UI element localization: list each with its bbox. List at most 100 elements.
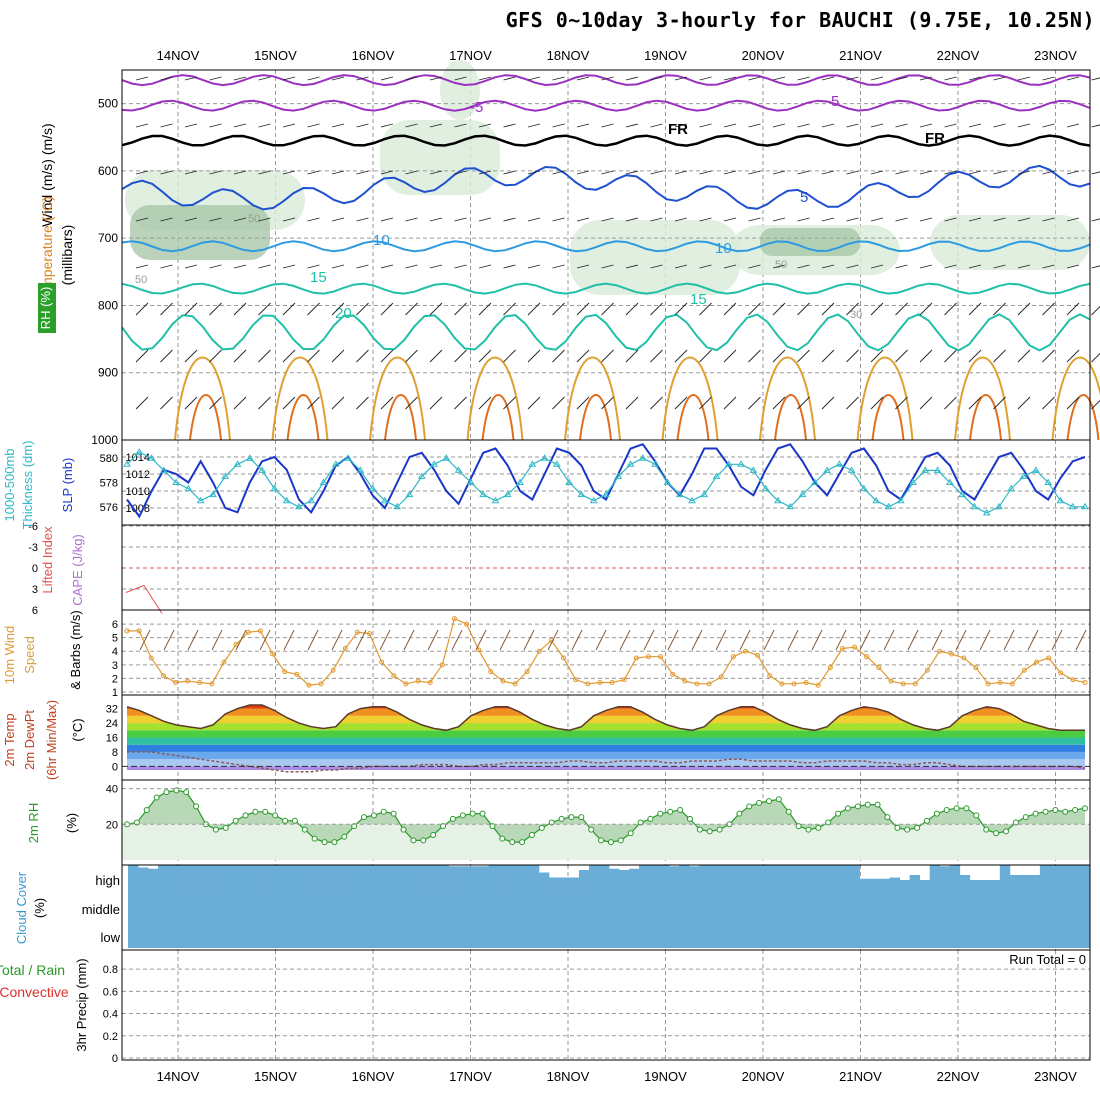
wind-barb	[919, 76, 933, 81]
cloud-high-bar	[388, 865, 399, 890]
rh-point	[835, 810, 842, 817]
wind-barb	[846, 302, 859, 316]
wind-barb	[870, 217, 884, 222]
wind-barb	[895, 217, 908, 222]
cloud-high-bar	[138, 867, 149, 890]
thickness-point	[516, 478, 524, 485]
rh-point	[647, 815, 654, 822]
wind-speed-point	[524, 669, 530, 675]
rh-point	[1022, 814, 1029, 821]
wind-tick: 1	[112, 687, 118, 699]
surface-temp-contour	[286, 394, 320, 441]
temp-2m-line	[126, 704, 1085, 732]
thickness-line	[126, 451, 1085, 514]
wind-barb	[184, 170, 198, 175]
wind-speed-point	[354, 629, 360, 635]
wind-barb	[797, 217, 810, 222]
wind-barb	[993, 302, 1006, 316]
wind-barb	[674, 264, 688, 269]
wind-barb	[1042, 123, 1055, 128]
rh-point	[874, 801, 881, 808]
wind-barb	[797, 264, 810, 269]
wind-barb	[601, 76, 614, 81]
wind-barb	[184, 123, 198, 128]
thickness-point	[847, 466, 856, 473]
thickness-point	[823, 466, 831, 473]
cloud-high-bar	[348, 865, 359, 890]
wind-barb	[429, 264, 443, 269]
cloud-high-bar	[689, 866, 700, 890]
wind-barb	[209, 217, 222, 222]
wind-barb	[993, 217, 1006, 222]
thickness-point	[872, 496, 881, 504]
cloud-high-bar	[829, 865, 840, 890]
wind-barb	[1091, 218, 1100, 222]
rh-point	[459, 812, 466, 819]
cloud-high-bar	[659, 865, 670, 890]
wind-barb	[1017, 123, 1031, 128]
wind-barb	[331, 170, 345, 175]
wind-barb	[282, 217, 296, 222]
wind-speed-point	[924, 667, 930, 673]
rh-point	[795, 823, 802, 830]
isotherm-FR	[121, 134, 1091, 147]
wind-barb	[821, 396, 835, 410]
wind-speed-point	[827, 665, 833, 671]
wind-barb-10m	[499, 629, 511, 651]
wind-barb	[797, 123, 810, 128]
wind-barb-10m	[595, 629, 607, 651]
wind-barb	[1066, 264, 1080, 269]
rh-point	[607, 839, 614, 846]
wind-barb-10m	[571, 629, 583, 651]
wind-barb-10m	[643, 629, 655, 651]
pressure-tick: 800	[98, 298, 118, 312]
wind-speed-point	[306, 682, 312, 688]
wind-barb	[797, 170, 810, 175]
contour-label: 15	[310, 269, 327, 286]
wind-barb	[625, 349, 639, 363]
rh-point	[765, 798, 772, 805]
thickness-point	[946, 478, 954, 485]
thickness-point	[540, 454, 549, 461]
cloud-high-bar	[258, 865, 269, 890]
cloud-high-bar	[1069, 865, 1081, 890]
wind-speed-point	[961, 655, 967, 661]
wind-speed-point	[233, 641, 239, 647]
wind-speed-point	[718, 674, 724, 680]
wind-barb	[1066, 396, 1080, 410]
temp-band	[127, 715, 1085, 724]
wind-barb	[356, 123, 369, 128]
thickness-point	[602, 490, 610, 498]
wind-barb	[870, 264, 884, 269]
wind-barb-10m	[931, 629, 943, 651]
thickness-tick: 578	[100, 478, 118, 490]
wind-barb	[797, 76, 810, 81]
wind-speed-point	[136, 628, 142, 634]
wind-barb	[331, 302, 345, 316]
wind-barb	[821, 264, 835, 269]
cloud-high-bar	[789, 865, 800, 890]
cloud-high-bar	[538, 872, 550, 890]
pressure-tick: 700	[98, 231, 118, 245]
thickness-point	[663, 478, 672, 485]
cloud-high-bar	[278, 865, 289, 890]
wind-barb	[944, 76, 957, 81]
wind-barb	[209, 396, 222, 410]
rh-point	[163, 789, 170, 796]
wind-barb	[184, 396, 198, 410]
thickness-point	[503, 490, 512, 498]
li-tick: 6	[32, 605, 38, 617]
wind-tick: 5	[112, 633, 118, 645]
rh-point	[282, 817, 289, 824]
wind-barb-10m	[715, 629, 727, 651]
rh-point	[864, 801, 871, 808]
cloud-high-bar	[578, 870, 590, 890]
cloud-high-bar	[128, 865, 139, 890]
rh-point	[686, 815, 693, 822]
cloud-high-bar	[919, 880, 931, 890]
li-tick: -3	[28, 542, 38, 554]
cloud-high-bar	[619, 870, 630, 890]
wind-barb	[919, 302, 933, 316]
contour-label: FR	[925, 130, 945, 147]
wind-barb	[601, 217, 614, 222]
